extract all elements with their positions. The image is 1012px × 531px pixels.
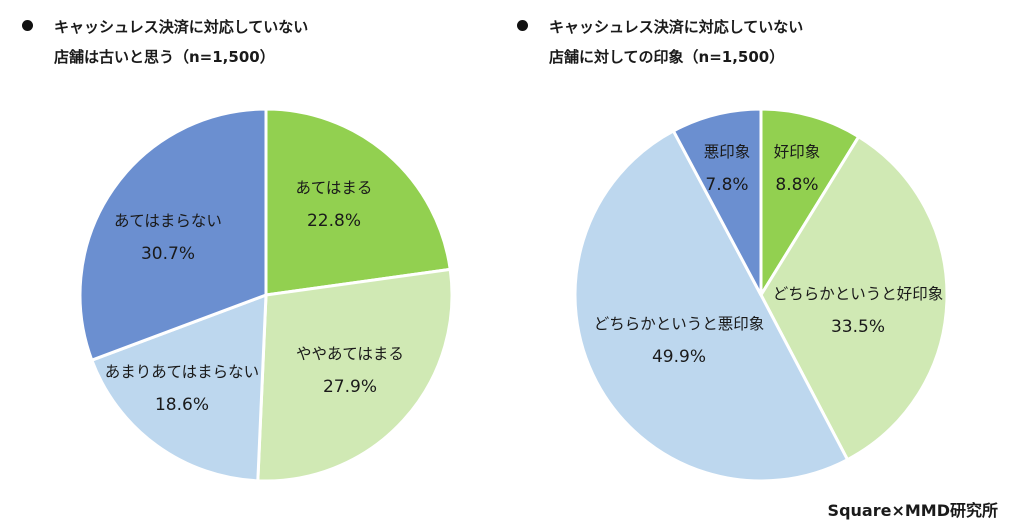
chart-title-left: キャッシュレス決済に対応していない 店舗は古いと思う（n=1,500） xyxy=(22,12,308,72)
slice-percentage: 27.9% xyxy=(322,377,378,397)
pie-slice xyxy=(256,267,454,483)
bullet-icon xyxy=(22,20,33,31)
slice-label: 好印象 8.8% xyxy=(774,136,821,202)
slice-label: どちらかというと悪印象 49.9% xyxy=(594,308,765,374)
slice-percentage: 33.5% xyxy=(830,317,886,337)
slice-label: どちらかというと好印象 33.5% xyxy=(773,278,944,344)
slice-category: ややあてはまる xyxy=(296,345,404,363)
slice-percentage: 8.8% xyxy=(775,175,819,195)
slice-category: あてはまらない xyxy=(114,212,222,230)
slice-percentage: 7.8% xyxy=(705,175,749,195)
pie-slice xyxy=(671,107,763,297)
slice-percentage: 49.9% xyxy=(651,347,707,367)
slice-label: ややあてはまる 27.9% xyxy=(296,338,404,404)
slice-label: あてはまる 22.8% xyxy=(296,172,373,238)
slice-percentage: 22.8% xyxy=(306,211,362,231)
chart-title-right: キャッシュレス決済に対応していない 店舗に対しての印象（n=1,500） xyxy=(517,12,803,72)
slice-label: 悪印象 7.8% xyxy=(704,136,751,202)
pie-slice xyxy=(90,293,268,483)
pie-slice xyxy=(759,135,949,462)
slice-category: どちらかというと悪印象 xyxy=(593,315,765,333)
pie-slice xyxy=(759,107,861,297)
slice-label: あまりあてはまらない 18.6% xyxy=(105,356,259,422)
slice-category: 好印象 xyxy=(773,143,821,161)
slice-label: あてはまらない 30.7% xyxy=(114,205,222,271)
slice-category: 悪印象 xyxy=(703,143,751,161)
bullet-icon xyxy=(517,20,528,31)
pie-slice xyxy=(573,129,850,483)
slice-category: どちらかというと好印象 xyxy=(772,285,944,303)
pie-slice xyxy=(264,107,452,297)
slice-category: あてはまる xyxy=(295,179,373,197)
slice-percentage: 30.7% xyxy=(140,244,196,264)
slice-category: あまりあてはまらない xyxy=(104,363,260,381)
pie-slice xyxy=(78,107,268,362)
slice-percentage: 18.6% xyxy=(154,395,210,415)
source-credit: Square×MMD研究所 xyxy=(827,501,998,520)
